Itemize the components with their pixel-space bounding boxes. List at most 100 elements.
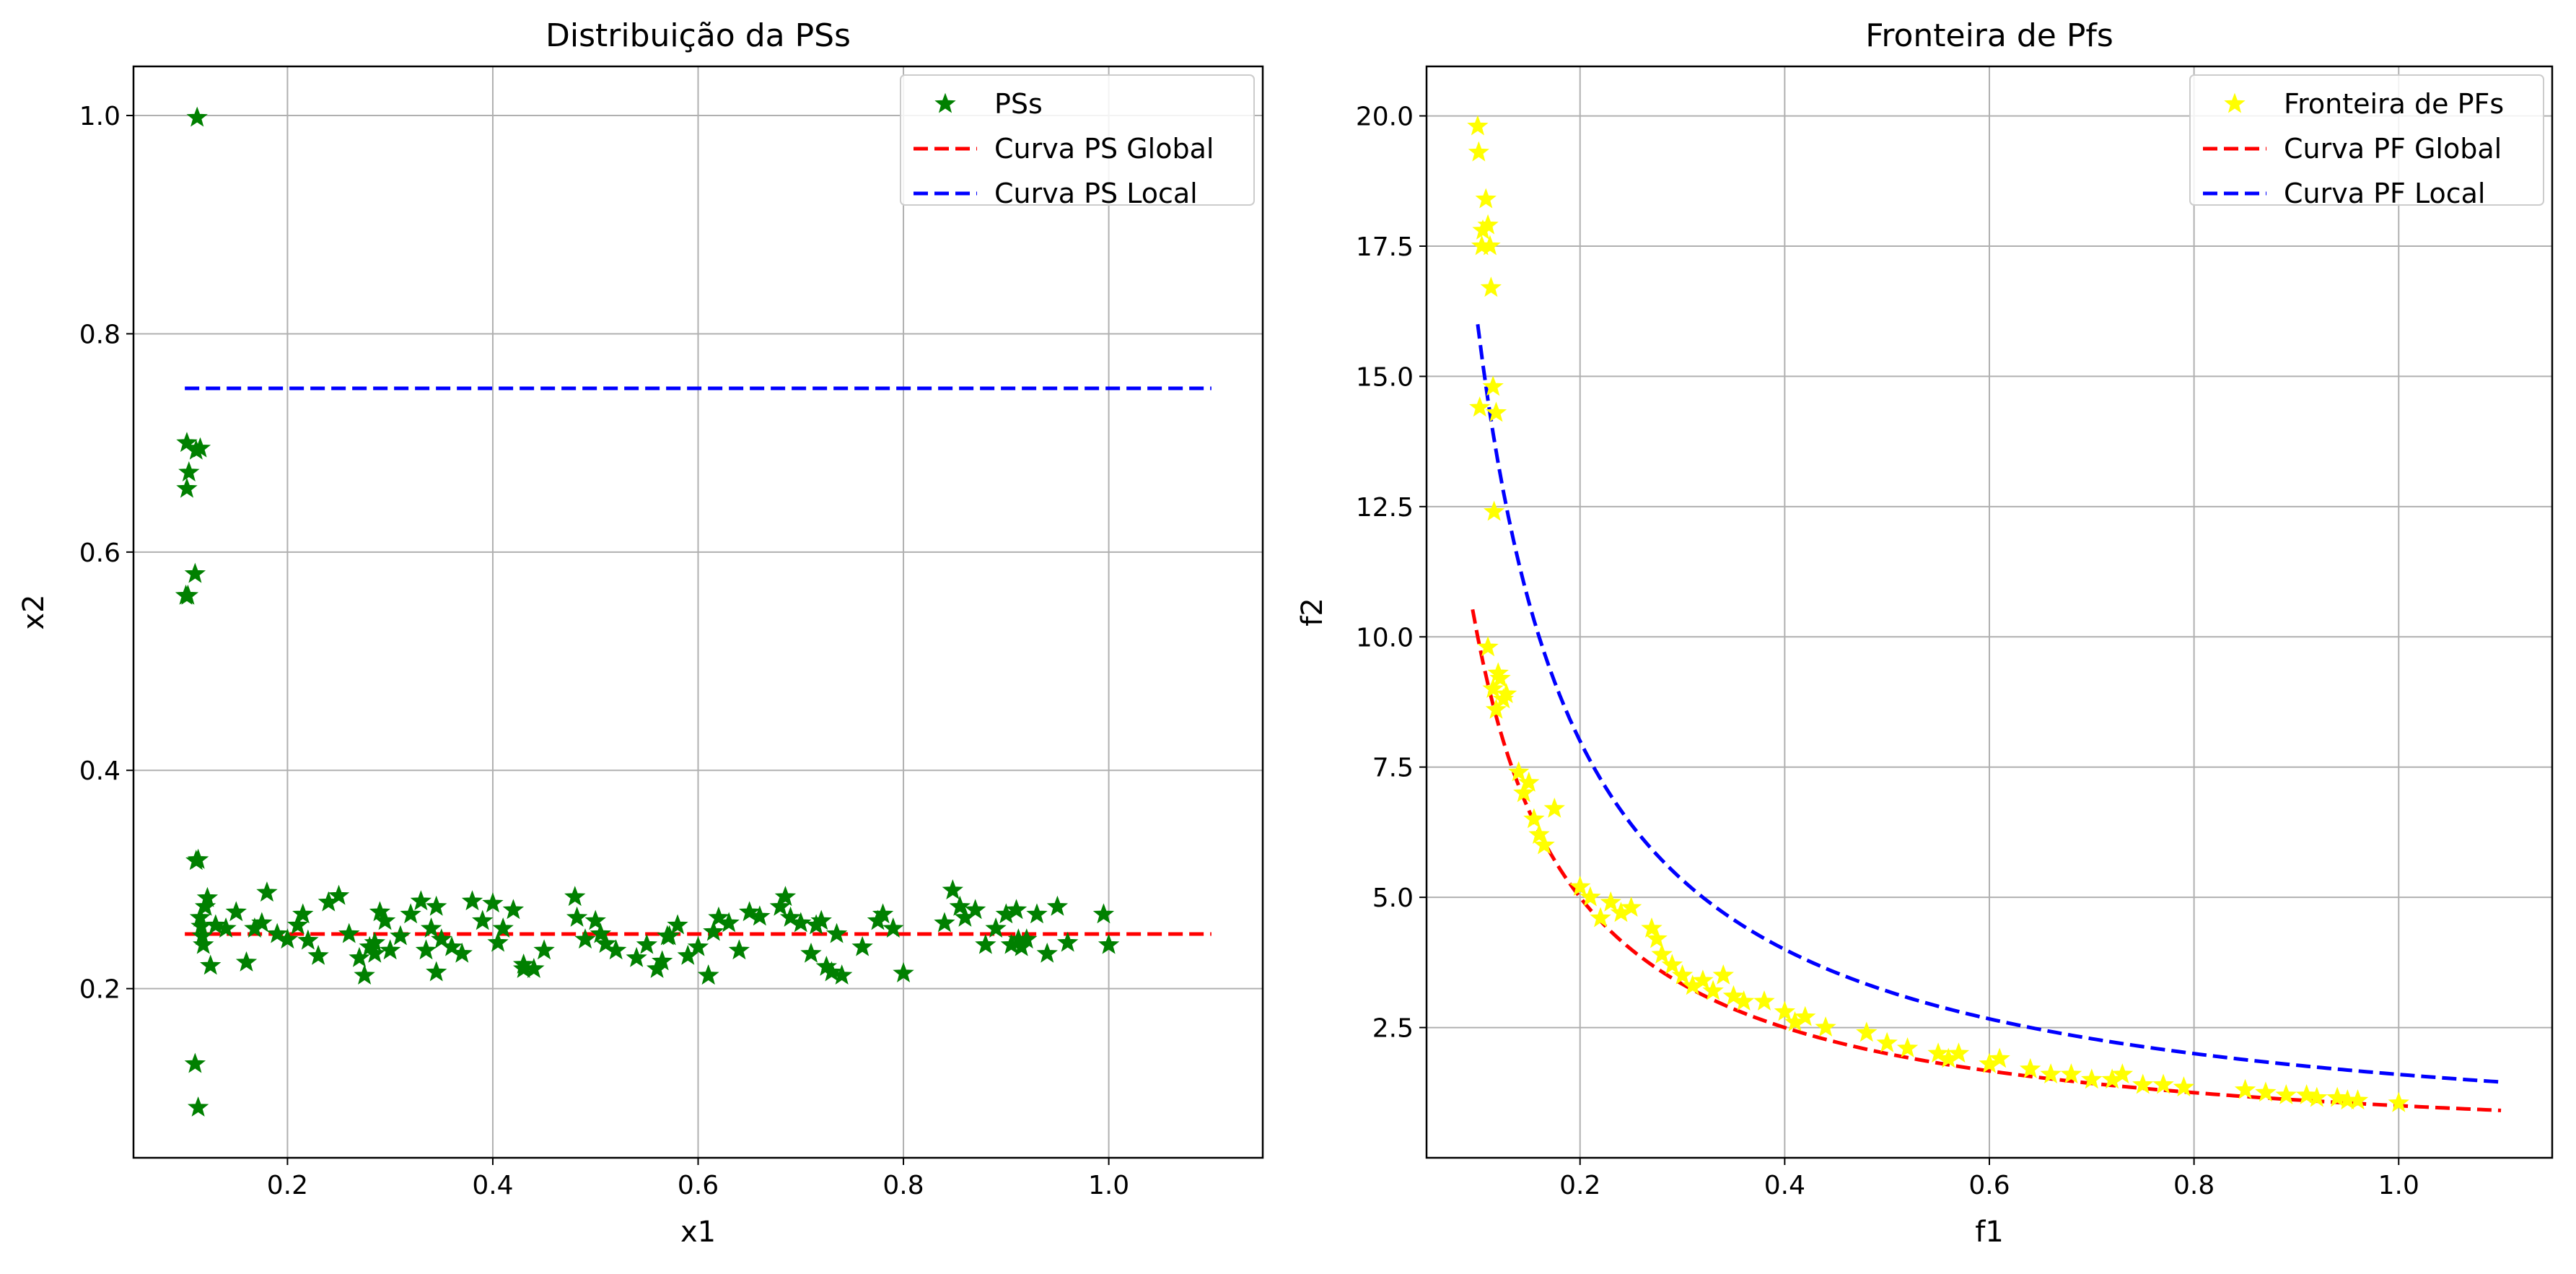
chart-title: Fronteira de Pfs: [1865, 17, 2113, 54]
data-point: [1641, 917, 1662, 938]
legend-label: Fronteira de PFs: [2284, 88, 2504, 120]
data-point: [1092, 903, 1115, 924]
data-point: [193, 933, 214, 954]
y-axis-label: f2: [1296, 598, 1329, 627]
legend-box: [900, 74, 1255, 206]
data-point: [189, 906, 211, 927]
series-points: [175, 106, 1120, 1117]
legend-label: Curva PS Global: [994, 133, 1214, 165]
data-point: [1482, 375, 1504, 396]
data-point: [658, 925, 680, 946]
data-point: [718, 912, 740, 933]
data-point: [584, 909, 606, 930]
chart-pf-front: Fronteira de Pfs f1 f2 0.2 0.4 0.6 0.8 1.0 2.…: [1296, 17, 2554, 1249]
data-point: [2111, 1063, 2134, 1084]
data-point: [779, 906, 802, 927]
data-point: [186, 106, 208, 127]
data-point: [205, 914, 227, 935]
data-point: [1026, 903, 1048, 924]
data-point: [364, 942, 386, 963]
data-point: [374, 909, 396, 930]
data-point: [292, 903, 314, 924]
data-point: [482, 892, 504, 913]
data-point: [189, 437, 211, 458]
data-point: [215, 917, 237, 938]
chart-ps-distribution: Distribuição da PSs x1 x2 0.2 0.4 0.6 0.8 1.…: [17, 17, 1264, 1249]
data-point: [1712, 964, 1734, 985]
data-point: [1661, 954, 1683, 974]
data-point: [178, 461, 200, 481]
y-tick-label: 1.0: [79, 102, 121, 131]
data-point: [420, 917, 442, 938]
data-point: [652, 950, 673, 971]
data-point: [187, 1096, 209, 1117]
y-tick-label: 0.2: [79, 975, 121, 1005]
data-point: [2295, 1083, 2318, 1104]
data-point: [2060, 1063, 2082, 1084]
legend-label: Curva PS Local: [994, 178, 1198, 209]
data-point: [2275, 1083, 2297, 1104]
data-point: [502, 899, 525, 920]
plot-series: [1467, 115, 2502, 1112]
data-point: [266, 922, 288, 943]
data-point: [667, 914, 688, 935]
data-point: [1483, 500, 1505, 521]
data-point: [1005, 899, 1028, 920]
data-point: [1732, 990, 1755, 1011]
data-point: [698, 964, 719, 985]
data-point: [1485, 698, 1507, 719]
data-point: [1007, 928, 1030, 949]
data-point: [1989, 1047, 2010, 1068]
data-point: [1876, 1031, 1898, 1052]
data-point: [1046, 895, 1069, 916]
data-point: [451, 942, 473, 963]
data-point: [286, 914, 309, 935]
data-point: [328, 884, 350, 905]
x-axis-label: x1: [680, 1216, 716, 1249]
data-point: [1651, 943, 1673, 964]
data-point: [626, 946, 647, 967]
series-line-curva-pf-global: [1471, 608, 2502, 1112]
data-point: [2173, 1076, 2195, 1097]
data-point: [410, 890, 432, 911]
data-point: [1815, 1016, 1836, 1037]
data-point: [1702, 980, 1724, 1000]
data-point: [872, 903, 894, 924]
data-point: [2347, 1089, 2369, 1110]
data-point: [728, 939, 750, 960]
data-point: [605, 939, 627, 960]
legend-marker: [2224, 92, 2246, 113]
data-point: [1543, 798, 1565, 818]
axis-ticks: 0.2 0.4 0.6 0.8 1.0 2.5 5.0 7.5 10.0 12.5 15.0 17.5…: [1356, 102, 2419, 1200]
data-point: [426, 961, 447, 982]
data-point: [176, 477, 198, 498]
data-point: [297, 929, 319, 950]
data-point: [566, 906, 588, 927]
legend: PSs Curva PS Global Curva PS Local: [900, 74, 1255, 209]
data-point: [574, 928, 596, 949]
data-point: [487, 931, 509, 952]
data-point: [2040, 1063, 2062, 1084]
data-point: [1856, 1021, 1878, 1042]
y-tick-label: 15.0: [1356, 362, 1414, 392]
data-point: [1475, 188, 1497, 209]
data-point: [461, 890, 483, 911]
data-point: [564, 886, 586, 907]
data-point: [790, 912, 812, 933]
data-point: [256, 881, 278, 902]
data-point: [200, 954, 222, 975]
data-point: [703, 920, 724, 941]
data-point: [1469, 396, 1491, 417]
data-point: [769, 895, 791, 916]
data-point: [415, 939, 437, 960]
data-point: [964, 899, 986, 920]
series-line-curva-pf-local: [1476, 323, 2502, 1084]
y-tick-label: 0.8: [79, 320, 121, 349]
data-point: [1518, 771, 1540, 792]
data-point: [2081, 1068, 2103, 1089]
data-point: [1580, 886, 1601, 907]
data-point: [1467, 115, 1489, 136]
data-point: [800, 942, 822, 963]
y-tick-label: 10.0: [1356, 623, 1414, 653]
